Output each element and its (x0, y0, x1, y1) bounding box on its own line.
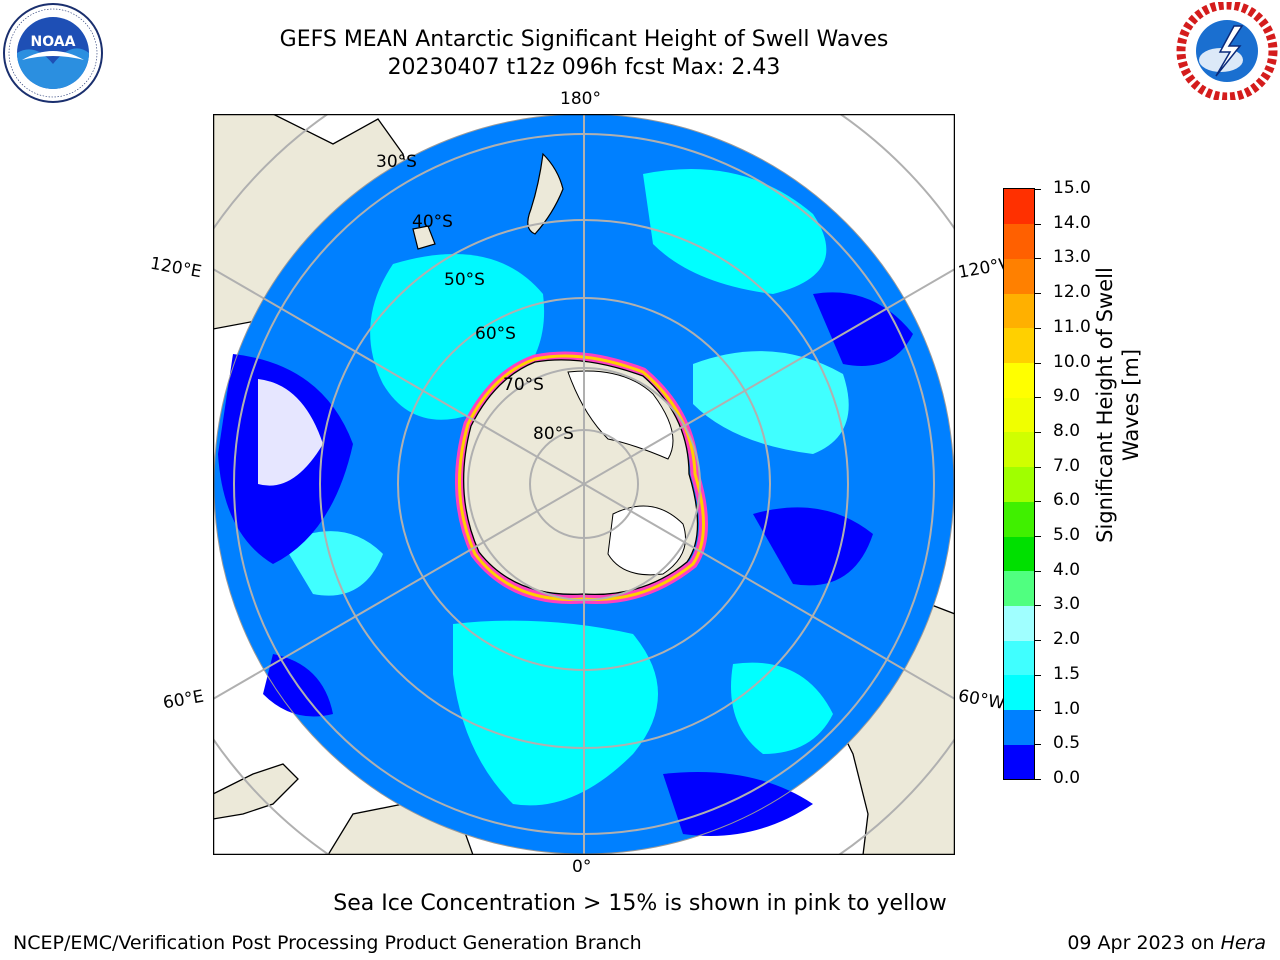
weddell-ice-shelf (607, 505, 686, 576)
colorbar-tick-label: 7.0 (1053, 455, 1081, 476)
colorbar-tick-label: 2.0 (1053, 629, 1081, 650)
colorbar (1003, 188, 1035, 780)
colorbar-tick-label: 10.0 (1053, 351, 1091, 372)
footer-left: NCEP/EMC/Verification Post Processing Pr… (13, 932, 642, 954)
colorbar-tick-label: 0.0 (1053, 768, 1081, 788)
lat-label-40s: 40°S (412, 212, 453, 232)
colorbar-tick-label: 15.0 (1053, 178, 1091, 198)
lat-label-80s: 80°S (533, 424, 574, 444)
colorbar-tick-mark (1034, 327, 1041, 329)
colorbar-segment (1004, 640, 1034, 676)
colorbar-tick-label: 9.0 (1053, 386, 1081, 407)
colorbar-tick-label: 1.5 (1053, 663, 1081, 684)
colorbar-segment (1004, 223, 1034, 259)
new-zealand-landmass (527, 152, 564, 235)
chart-subtitle: 20230407 t12z 096h fcst Max: 2.43 (387, 55, 781, 80)
colorbar-segment (1004, 258, 1034, 294)
footer-machine: Hera (1220, 932, 1266, 954)
svg-text:NOAA: NOAA (31, 34, 76, 50)
colorbar-segment (1004, 293, 1034, 329)
colorbar-tick-label: 3.0 (1053, 594, 1081, 615)
colorbar-tick-label: 5.0 (1053, 525, 1081, 546)
noaa-logo: NOAA (3, 3, 103, 103)
colorbar-tick-mark (1034, 605, 1041, 607)
lat-label-70s: 70°S (503, 375, 544, 395)
colorbar-tick-mark (1034, 466, 1041, 468)
colorbar-tick-mark (1034, 293, 1041, 295)
colorbar-segment (1004, 501, 1034, 537)
colorbar-tick-label: 14.0 (1053, 212, 1091, 233)
colorbar-segment (1004, 674, 1034, 711)
ross-ice-shelf (567, 370, 674, 460)
colorbar-segment (1004, 362, 1034, 398)
national-weather-service-logo (1176, 2, 1278, 100)
sea-ice-note: Sea Ice Concentration > 15% is shown in … (333, 891, 947, 916)
colorbar-tick-mark (1034, 362, 1041, 364)
colorbar-tick-label: 12.0 (1053, 282, 1091, 303)
colorbar-segment (1004, 466, 1034, 502)
colorbar-tick-label: 13.0 (1053, 247, 1091, 268)
colorbar-tick-mark (1034, 223, 1041, 225)
footer-date: 09 Apr 2023 on (1067, 932, 1221, 954)
chart-title: GEFS MEAN Antarctic Significant Height o… (279, 27, 889, 52)
colorbar-tick-mark (1034, 570, 1041, 572)
lon-label-180: 180° (560, 89, 601, 109)
colorbar-segment (1004, 709, 1034, 745)
colorbar-tick-mark (1034, 501, 1041, 503)
colorbar-segment (1004, 327, 1034, 364)
colorbar-segment (1004, 189, 1034, 225)
lon-label-0: 0° (572, 857, 592, 877)
colorbar-tick-mark (1034, 709, 1041, 711)
colorbar-segment (1004, 605, 1034, 641)
colorbar-tick-mark (1034, 744, 1041, 746)
colorbar-tick-mark (1034, 431, 1041, 433)
colorbar-tick-label: 11.0 (1053, 316, 1091, 337)
colorbar-segment (1004, 431, 1034, 468)
tasmania-landmass (412, 225, 436, 250)
colorbar-tick-mark (1034, 397, 1041, 399)
colorbar-segment (1004, 744, 1034, 780)
colorbar-tick-mark (1034, 640, 1041, 642)
colorbar-tick-label: 0.5 (1053, 733, 1081, 754)
colorbar-tick-mark (1034, 674, 1041, 676)
colorbar-segment (1004, 536, 1034, 572)
lon-label-120e: 120°E (148, 253, 204, 283)
footer-right: 09 Apr 2023 on Hera (1067, 932, 1266, 954)
colorbar-tick-mark (1034, 779, 1041, 780)
colorbar-tick-label: 4.0 (1053, 559, 1081, 580)
colorbar-tick-label: 8.0 (1053, 420, 1081, 441)
colorbar-segment (1004, 570, 1034, 606)
lon-label-60e: 60°E (161, 686, 206, 714)
colorbar-segment (1004, 397, 1034, 433)
lat-label-30s: 30°S (376, 152, 417, 172)
lon-label-60w: 60°W (956, 686, 1007, 714)
lat-label-50s: 50°S (444, 270, 485, 290)
colorbar-tick-mark (1034, 258, 1041, 260)
colorbar-tick-mark (1034, 536, 1041, 538)
polar-map (213, 114, 955, 855)
colorbar-tick-mark (1034, 189, 1041, 190)
colorbar-label: Significant Height of Swell Waves [m] (1093, 267, 1143, 543)
graticule (213, 114, 955, 855)
colorbar-tick-label: 6.0 (1053, 490, 1081, 511)
colorbar-tick-label: 1.0 (1053, 698, 1081, 719)
lat-label-60s: 60°S (475, 324, 516, 344)
